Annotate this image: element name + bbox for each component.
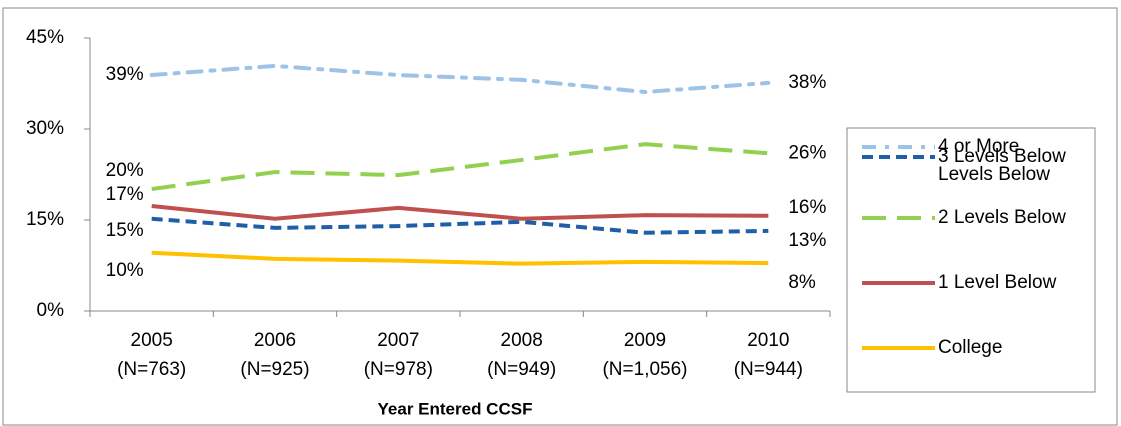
x-tick-label: 2008: [501, 330, 543, 351]
series-line: [151, 204, 769, 221]
legend-label: 3 Levels Below: [938, 146, 1066, 167]
legend-label: College: [938, 337, 1003, 358]
data-label: 39%: [106, 64, 144, 85]
data-label: 38%: [788, 72, 826, 93]
x-tick-label: 2010: [747, 330, 789, 351]
series-line: [149, 63, 771, 95]
x-tick-label: 2007: [377, 330, 419, 351]
x-axis-title: Year Entered CCSF: [378, 399, 533, 418]
legend-label: 1 Level Below: [938, 272, 1057, 293]
data-label: 13%: [788, 230, 826, 251]
data-label: 10%: [106, 260, 144, 281]
x-tick-label: (N=925): [240, 359, 309, 380]
y-tick-label: 0%: [37, 300, 65, 321]
data-label: 15%: [106, 220, 144, 241]
x-tick-label: 2005: [131, 330, 173, 351]
y-tick-label: 15%: [26, 209, 64, 230]
y-tick-label: 30%: [26, 118, 64, 139]
x-tick-label: 2009: [624, 330, 666, 351]
x-tick-label: (N=1,056): [602, 359, 687, 380]
x-tick-label: (N=949): [487, 359, 556, 380]
data-label: 16%: [788, 197, 826, 218]
series-line: [151, 216, 769, 235]
series-line: [151, 250, 769, 266]
data-label: 8%: [788, 272, 816, 293]
chart-border: [2, 7, 1118, 426]
x-tick-label: (N=763): [117, 359, 186, 380]
data-label: 17%: [106, 184, 144, 205]
data-label: 20%: [106, 160, 144, 181]
series-line: [151, 142, 769, 192]
data-label: 26%: [788, 142, 826, 163]
legend-label: 4 or More Levels Below: [938, 136, 1050, 185]
legend-box: [846, 127, 1096, 393]
x-tick-label: 2006: [254, 330, 296, 351]
y-tick-label: 45%: [26, 27, 64, 48]
x-tick-label: (N=944): [734, 359, 803, 380]
legend-label: 2 Levels Below: [938, 207, 1066, 228]
x-tick-label: (N=978): [364, 359, 433, 380]
